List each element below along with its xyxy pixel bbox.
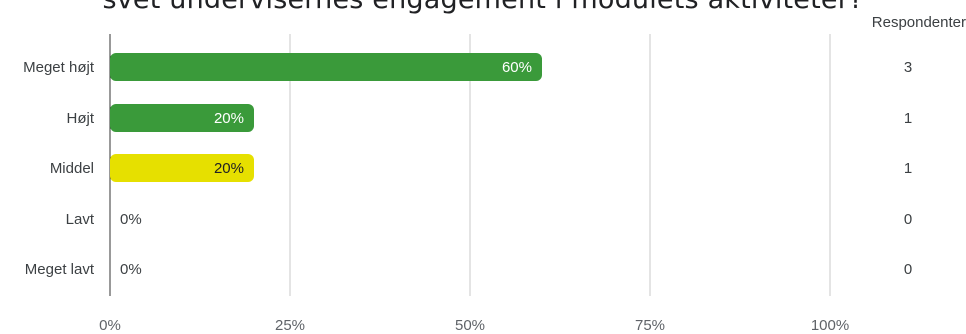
respondent-count: 1	[904, 160, 912, 177]
category-label: Middel	[50, 160, 94, 177]
respondent-count: 3	[904, 59, 912, 76]
data-label: 60%	[502, 59, 532, 76]
x-tick-label: 0%	[99, 317, 121, 334]
respondent-count: 0	[904, 211, 912, 228]
x-tick-label: 50%	[455, 317, 485, 334]
x-tick-label: 25%	[275, 317, 305, 334]
data-label: 20%	[214, 160, 244, 177]
bar	[110, 53, 542, 81]
x-tick-label: 100%	[811, 317, 849, 334]
data-label: 20%	[214, 110, 244, 127]
bar	[110, 154, 254, 182]
respondent-count: 1	[904, 110, 912, 127]
respondents-header: Respondenter	[872, 14, 966, 31]
category-label: Højt	[67, 110, 95, 127]
category-label: Lavt	[66, 211, 95, 228]
respondent-count: 0	[904, 261, 912, 278]
chart-title: svet undervisernes engagement i modulets…	[0, 0, 966, 15]
x-tick-label: 75%	[635, 317, 665, 334]
bar	[110, 104, 254, 132]
data-label: 0%	[120, 261, 142, 278]
category-label: Meget højt	[23, 59, 95, 76]
category-label: Meget lavt	[25, 261, 95, 278]
data-label: 0%	[120, 211, 142, 228]
